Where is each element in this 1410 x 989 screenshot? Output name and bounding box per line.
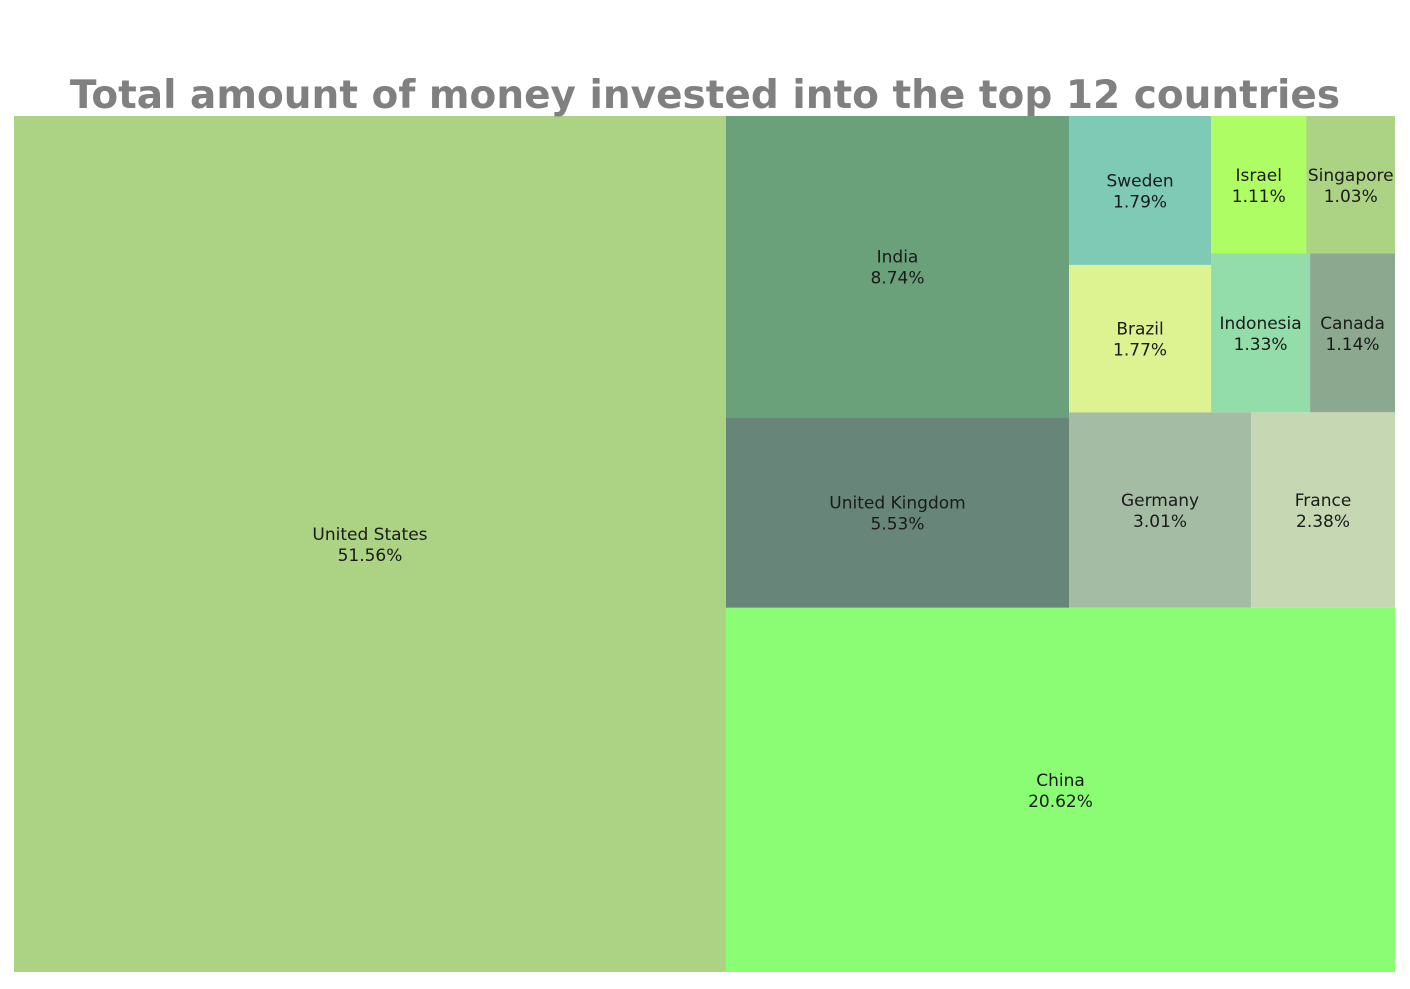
tile-rect-india (725, 116, 1070, 418)
tile-rect-china (725, 607, 1395, 972)
tile-rect-canada (1310, 253, 1395, 413)
tile-label-singapore: Singapore (1308, 166, 1394, 186)
tile-value-united-kingdom: 5.53% (870, 514, 924, 534)
tile-value-china: 20.62% (1028, 792, 1093, 812)
tile-value-singapore: 1.03% (1324, 187, 1378, 207)
tile-rect-brazil (1069, 264, 1212, 413)
tile-label-china: China (1036, 771, 1085, 791)
tile-value-france: 2.38% (1296, 512, 1350, 532)
tile-rect-united-states (14, 116, 726, 972)
tile-value-india: 8.74% (870, 269, 924, 289)
tile-rect-sweden (1069, 116, 1212, 265)
tile-value-indonesia: 1.33% (1234, 335, 1288, 355)
tile-value-united-states: 51.56% (338, 546, 403, 566)
tile-label-india: India (877, 248, 919, 268)
tile-rect-israel (1211, 116, 1307, 254)
tile-rect-indonesia (1211, 253, 1311, 413)
chart-title: Total amount of money invested into the … (69, 73, 1341, 118)
tile-label-brazil: Brazil (1116, 320, 1163, 340)
tile-label-united-kingdom: United Kingdom (829, 493, 965, 513)
tile-label-indonesia: Indonesia (1219, 314, 1301, 334)
tile-value-canada: 1.14% (1326, 335, 1380, 355)
tile-value-sweden: 1.79% (1113, 192, 1167, 212)
tile-label-canada: Canada (1320, 314, 1385, 334)
tile-rect-france (1251, 412, 1395, 608)
tile-label-israel: Israel (1236, 166, 1282, 186)
tile-label-germany: Germany (1121, 491, 1199, 511)
tile-value-israel: 1.11% (1232, 187, 1286, 207)
tile-value-germany: 3.01% (1133, 512, 1187, 532)
tile-label-france: France (1295, 491, 1352, 511)
tile-rect-germany (1069, 412, 1252, 608)
tile-label-united-states: United States (312, 525, 427, 545)
tile-label-sweden: Sweden (1106, 171, 1173, 191)
tile-rect-singapore (1306, 116, 1395, 254)
tile-value-brazil: 1.77% (1113, 341, 1167, 361)
tile-rect-united-kingdom (725, 417, 1070, 608)
